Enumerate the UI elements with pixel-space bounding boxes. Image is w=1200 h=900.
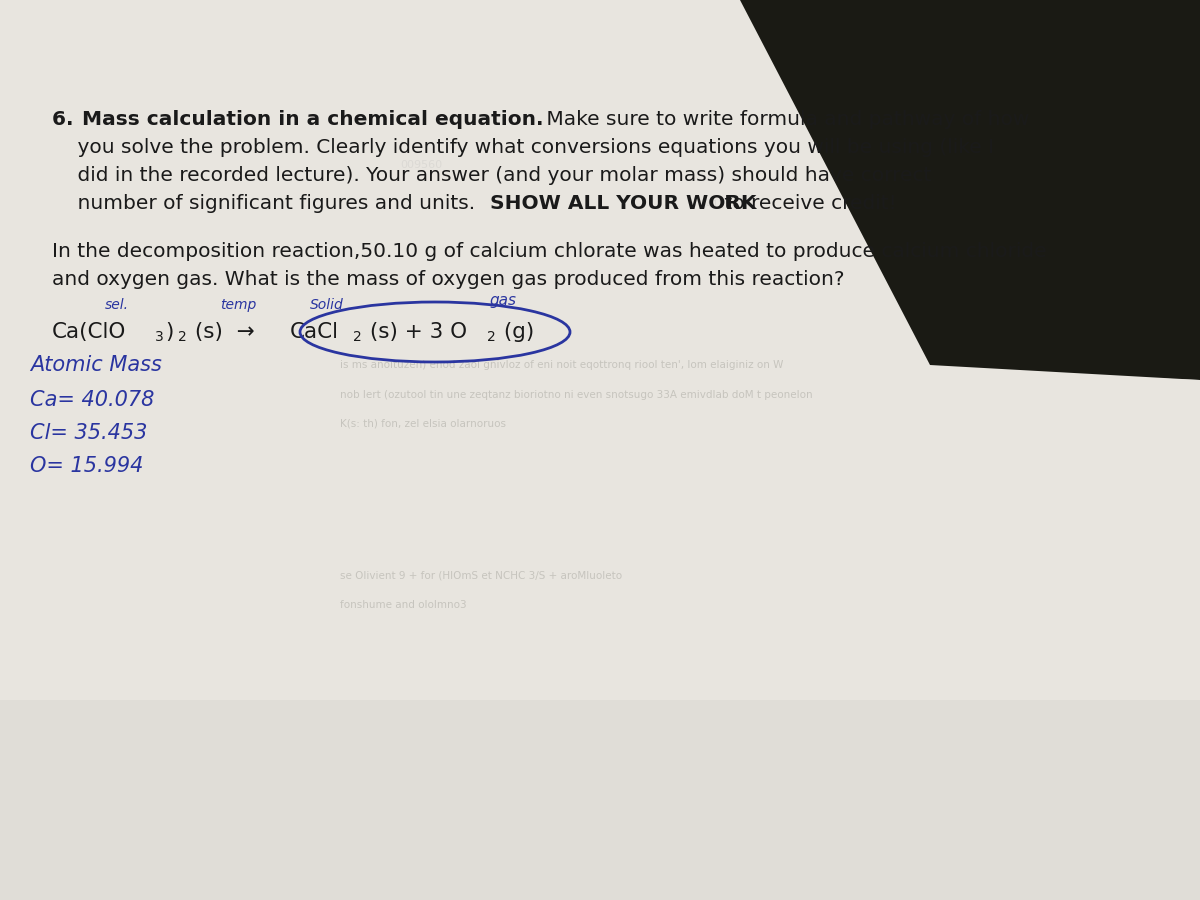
Text: Cl= 35.453: Cl= 35.453 (30, 423, 148, 443)
Text: 3: 3 (155, 330, 163, 344)
Text: se Olivient 9 + for (HIOmS et NCHC 3/S + aroMluoleto: se Olivient 9 + for (HIOmS et NCHC 3/S +… (340, 570, 622, 580)
Text: Make sure to write formula and pathway of how: Make sure to write formula and pathway o… (540, 110, 1030, 129)
Text: O= 15.994: O= 15.994 (30, 456, 143, 476)
Text: Atomic Mass: Atomic Mass (30, 355, 162, 375)
Text: is ms anoituzen) enod zaol gnivloz of eni noit eqottronq riool ten', lom elaigin: is ms anoituzen) enod zaol gnivloz of en… (340, 360, 784, 370)
Text: 2: 2 (178, 330, 187, 344)
Text: Mass calculation in a chemical equation.: Mass calculation in a chemical equation. (82, 110, 544, 129)
Text: 6.: 6. (52, 110, 88, 129)
Text: number of significant figures and units.: number of significant figures and units. (52, 194, 481, 213)
Text: nob lert (ozutool tin une zeqtanz bioriotno ni even snotsugo 33A emivdlab doM t : nob lert (ozutool tin une zeqtanz biorio… (340, 390, 812, 400)
Text: CaCl: CaCl (290, 322, 340, 342)
Text: to receive credit!: to receive credit! (718, 194, 896, 213)
Text: (s)  →: (s) → (188, 322, 254, 342)
Text: fonshume and ololmno3: fonshume and ololmno3 (340, 600, 467, 610)
Text: sel.: sel. (106, 298, 130, 312)
Text: gas: gas (490, 293, 517, 308)
Bar (0, 700, 1200, 900)
Text: Ca(ClO: Ca(ClO (52, 322, 126, 342)
Text: In the decomposition reaction,50.10 g of calcium chlorate was heated to produce : In the decomposition reaction,50.10 g of… (52, 242, 1046, 261)
Text: 3412: 3412 (700, 200, 725, 210)
Text: 009560: 009560 (400, 160, 442, 170)
Text: ): ) (166, 322, 173, 342)
Text: (s) + 3 O: (s) + 3 O (364, 322, 467, 342)
Text: 2: 2 (487, 330, 496, 344)
Text: did in the recorded lecture). Your answer (and your molar mass) should have corr: did in the recorded lecture). Your answe… (52, 166, 931, 185)
Text: Ca= 40.078: Ca= 40.078 (30, 390, 155, 410)
Text: (g): (g) (497, 322, 534, 342)
Bar (0, 0, 950, 380)
Text: K(s: th) fon, zel elsia olarnoruos: K(s: th) fon, zel elsia olarnoruos (340, 418, 506, 428)
Text: 2: 2 (353, 330, 361, 344)
Polygon shape (730, 0, 1200, 380)
Text: Solid: Solid (310, 298, 343, 312)
Text: temp: temp (220, 298, 257, 312)
Text: and oxygen gas. What is the mass of oxygen gas produced from this reaction?: and oxygen gas. What is the mass of oxyg… (52, 270, 845, 289)
Text: SHOW ALL YOUR WORK: SHOW ALL YOUR WORK (490, 194, 756, 213)
Text: you solve the problem. Clearly identify what conversions equations you will be u: you solve the problem. Clearly identify … (52, 138, 994, 157)
